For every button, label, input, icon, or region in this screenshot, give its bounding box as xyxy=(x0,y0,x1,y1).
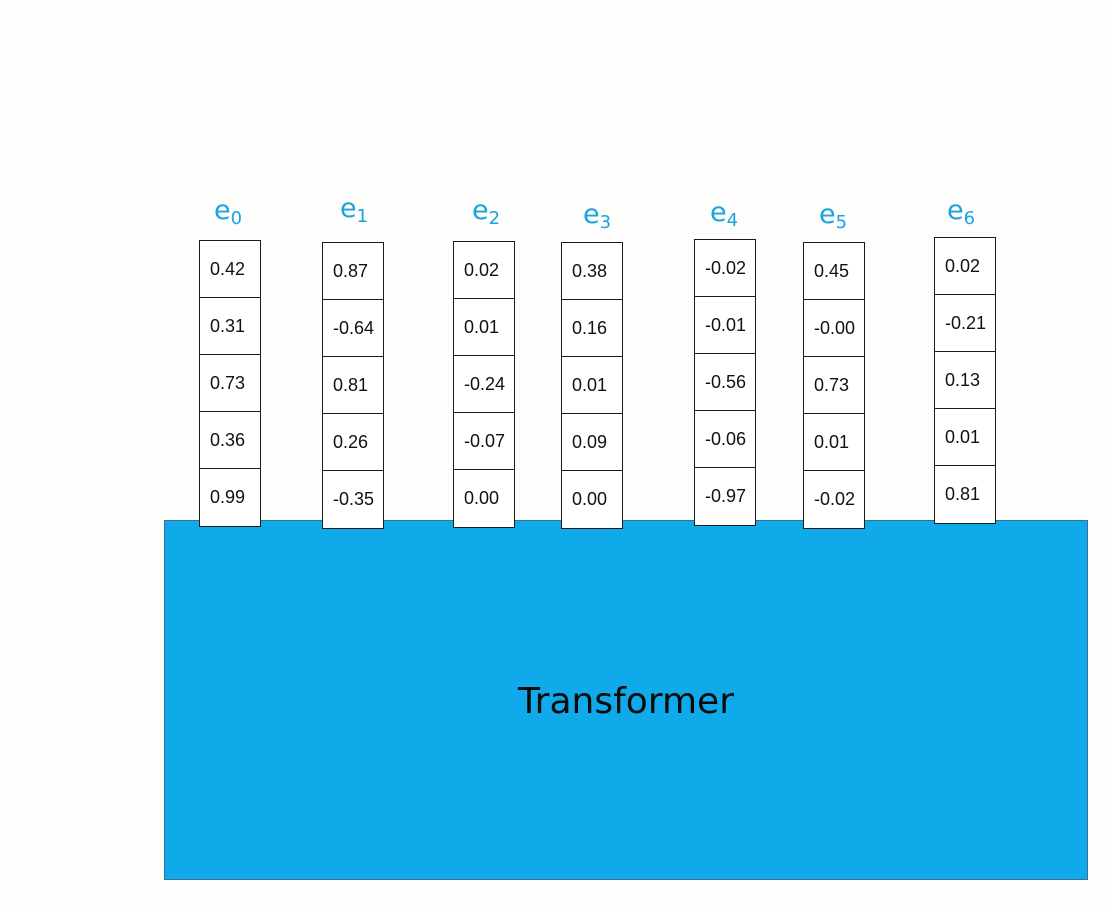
vector-label-base: e xyxy=(946,195,964,226)
vector-value-cell: 0.73 xyxy=(804,357,864,414)
vector-value-cell: 0.13 xyxy=(935,352,995,409)
vector-label-subscript: 3 xyxy=(599,212,612,233)
vector-value-cell: 0.42 xyxy=(200,241,260,298)
vector-label-e2: e2 xyxy=(472,197,500,228)
embedding-vector-e5: 0.45 -0.00 0.73 0.01 -0.02 xyxy=(803,242,865,529)
vector-value-cell: 0.31 xyxy=(200,298,260,355)
vector-label-e3: e3 xyxy=(583,201,611,232)
vector-label-base: e xyxy=(339,193,357,224)
vector-label-base: e xyxy=(818,199,836,230)
embedding-vector-e3: 0.38 0.16 0.01 0.09 0.00 xyxy=(561,242,623,529)
embedding-vector-e6: 0.02 -0.21 0.13 0.01 0.81 xyxy=(934,237,996,524)
vector-value-cell: -0.56 xyxy=(695,354,755,411)
vector-value-cell: 0.26 xyxy=(323,414,383,471)
vector-value-cell: 0.02 xyxy=(935,238,995,295)
vector-value-cell: -0.06 xyxy=(695,411,755,468)
vector-label-base: e xyxy=(471,195,489,226)
vector-value-cell: -0.02 xyxy=(695,240,755,297)
vector-label-subscript: 5 xyxy=(835,212,848,233)
vector-label-base: e xyxy=(582,199,600,230)
vector-label-subscript: 1 xyxy=(356,206,369,227)
vector-value-cell: 0.00 xyxy=(464,488,500,508)
embedding-vector-e1: 0.87 -0.64 0.81 0.26 -0.35 xyxy=(322,242,384,529)
vector-value-cell: -0.21 xyxy=(935,295,995,352)
vector-value-cell: -0.07 xyxy=(454,413,514,470)
vector-label-e4: e4 xyxy=(710,199,738,230)
vector-value-cell: 0.01 xyxy=(454,299,514,356)
vector-label-subscript: 4 xyxy=(726,210,739,231)
transformer-label: Transformer xyxy=(517,680,735,722)
vector-value-cell: 0.00 xyxy=(572,489,608,509)
vector-value-cell: -0.97 xyxy=(705,486,747,506)
vector-label-e1: e1 xyxy=(340,195,368,226)
vector-value-cell: 0.73 xyxy=(200,355,260,412)
vector-label-e6: e6 xyxy=(947,197,975,228)
transformer-block: Transformer xyxy=(164,520,1088,880)
embedding-vector-e2: 0.02 0.01 -0.24 -0.07 0.00 xyxy=(453,241,515,528)
vector-value-cell: 0.38 xyxy=(562,243,622,300)
vector-label-base: e xyxy=(709,197,727,228)
vector-value-cell: 0.01 xyxy=(562,357,622,414)
vector-label-base: e xyxy=(213,195,231,226)
embedding-vector-e4: -0.02 -0.01 -0.56 -0.06 -0.97 xyxy=(694,239,756,526)
embedding-vector-e0: 0.42 0.31 0.73 0.36 0.99 xyxy=(199,240,261,527)
vector-value-cell: 0.45 xyxy=(804,243,864,300)
vector-value-cell: 0.81 xyxy=(945,484,981,504)
vector-value-cell: -0.24 xyxy=(454,356,514,413)
vector-value-cell: 0.87 xyxy=(323,243,383,300)
vector-value-cell: 0.09 xyxy=(562,414,622,471)
vector-label-subscript: 6 xyxy=(963,208,976,229)
vector-label-subscript: 2 xyxy=(488,208,501,229)
vector-value-cell: -0.64 xyxy=(323,300,383,357)
vector-value-cell: -0.01 xyxy=(695,297,755,354)
vector-value-cell: 0.01 xyxy=(935,409,995,466)
vector-value-cell: 0.36 xyxy=(200,412,260,469)
vector-label-subscript: 0 xyxy=(230,208,243,229)
vector-value-cell: 0.02 xyxy=(454,242,514,299)
vector-value-cell: -0.35 xyxy=(333,489,375,509)
vector-value-cell: 0.99 xyxy=(210,487,246,507)
vector-label-e0: e0 xyxy=(214,197,242,228)
vector-label-e5: e5 xyxy=(819,201,847,232)
vector-value-cell: 0.16 xyxy=(562,300,622,357)
vector-value-cell: -0.00 xyxy=(804,300,864,357)
vector-value-cell: 0.81 xyxy=(323,357,383,414)
vector-value-cell: -0.02 xyxy=(814,489,856,509)
vector-value-cell: 0.01 xyxy=(804,414,864,471)
